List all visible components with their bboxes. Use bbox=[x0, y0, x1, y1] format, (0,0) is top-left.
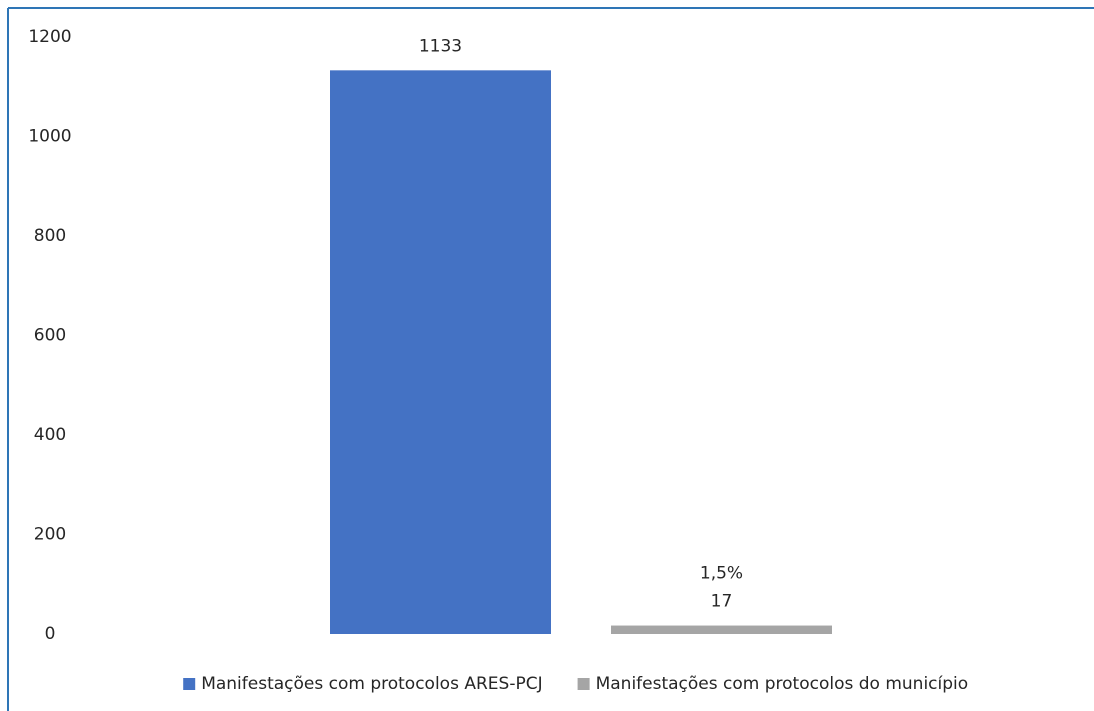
y-tick-label: 800 bbox=[34, 226, 66, 246]
legend-label: Manifestações com protocolos do municípi… bbox=[596, 674, 969, 694]
y-tick-label: 200 bbox=[34, 525, 66, 545]
y-tick-label: 400 bbox=[34, 425, 66, 445]
annotation: 1,5% bbox=[700, 564, 743, 584]
bar bbox=[330, 70, 551, 634]
legend-swatch bbox=[183, 678, 196, 690]
data-label: 17 bbox=[711, 592, 733, 612]
data-label: 1133 bbox=[419, 36, 462, 56]
y-tick-label: 600 bbox=[34, 326, 66, 346]
y-tick-label: 1000 bbox=[28, 127, 71, 147]
legend-swatch bbox=[577, 678, 590, 690]
legend-label: Manifestações com protocolos ARES-PCJ bbox=[201, 674, 542, 694]
bar bbox=[611, 625, 832, 634]
y-tick-label: 1200 bbox=[28, 27, 71, 47]
y-tick-label: 0 bbox=[45, 624, 56, 644]
